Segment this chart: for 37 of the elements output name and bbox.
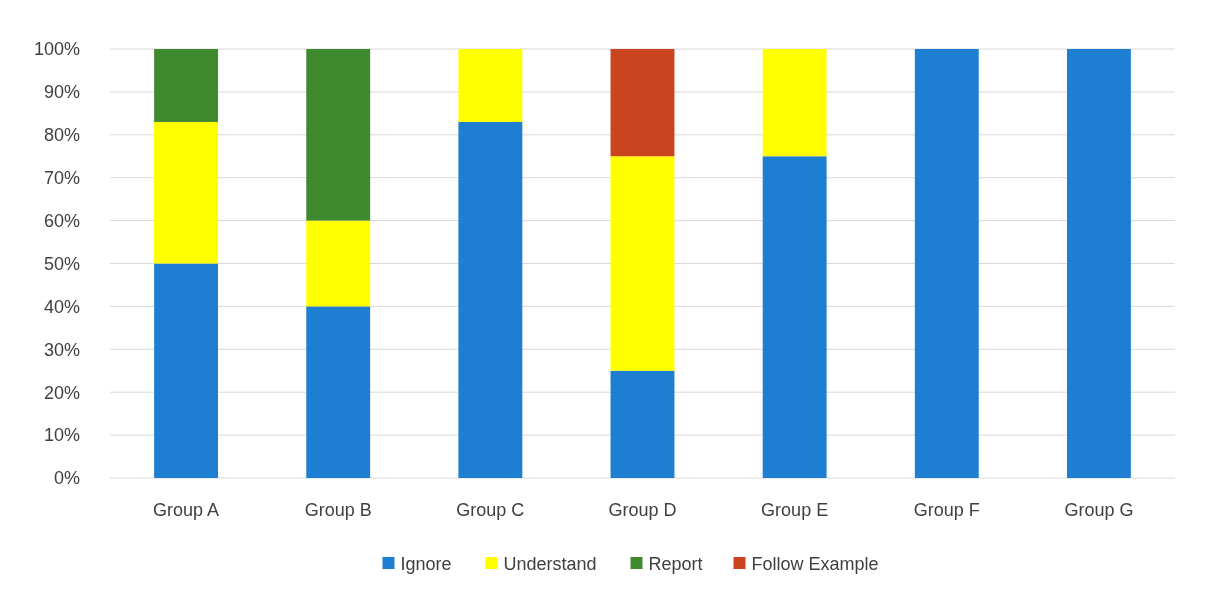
bar: [458, 121, 523, 478]
y-tick-label: 20%: [43, 382, 80, 403]
x-tick-label: Group G: [1064, 500, 1134, 520]
y-tick-label: 0%: [53, 468, 80, 489]
y-tick-label: 50%: [43, 253, 80, 274]
legend-label: Report: [648, 554, 703, 575]
y-tick-label: 10%: [43, 425, 80, 446]
legend-label: Ignore: [400, 554, 452, 575]
x-tick-label: Group F: [913, 500, 980, 520]
bar: [914, 49, 979, 478]
bar: [458, 49, 523, 122]
bar: [154, 263, 219, 478]
bar: [306, 49, 371, 221]
bar: [306, 306, 371, 478]
bar: [762, 156, 827, 478]
bar: [610, 156, 675, 371]
legend-label: Follow Example: [751, 554, 879, 575]
y-tick-label: 90%: [43, 82, 80, 103]
bar: [610, 370, 675, 478]
bar: [1066, 49, 1131, 478]
bar: [154, 49, 219, 122]
y-tick-label: 60%: [43, 210, 80, 231]
bar: [762, 49, 827, 157]
x-tick-label: Group E: [761, 500, 829, 520]
x-tick-label: Group B: [304, 500, 372, 520]
y-tick-label: 80%: [43, 125, 80, 146]
x-tick-label: Group A: [153, 500, 220, 520]
x-tick-label: Group D: [608, 500, 677, 520]
y-tick-label: 70%: [43, 168, 80, 188]
bar: [610, 49, 675, 157]
legend-label: Understand: [503, 554, 597, 575]
bar: [154, 121, 219, 264]
bar: [306, 220, 371, 307]
y-tick-label: 100%: [33, 39, 80, 60]
y-tick-label: 40%: [43, 296, 80, 317]
y-tick-label: 30%: [43, 339, 80, 360]
x-tick-label: Group C: [456, 500, 525, 520]
